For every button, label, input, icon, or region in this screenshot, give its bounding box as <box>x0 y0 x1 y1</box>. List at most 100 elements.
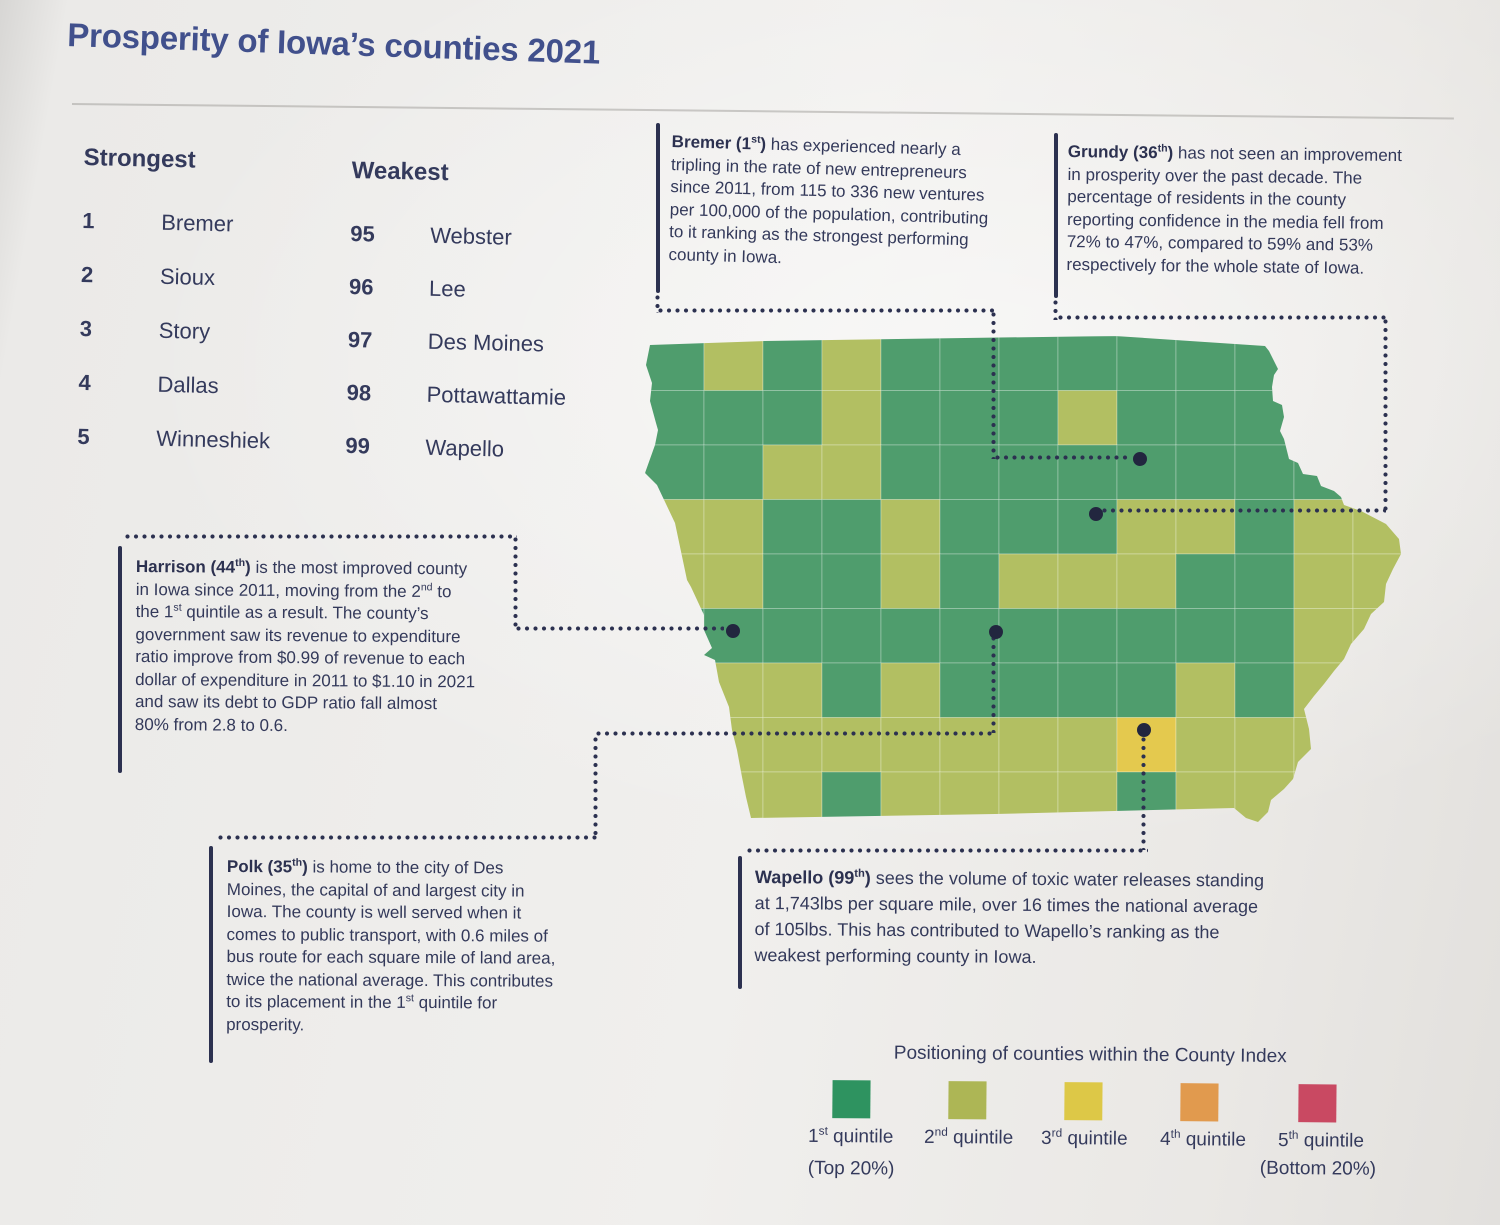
county-cell <box>703 717 764 773</box>
county-cell <box>703 662 764 718</box>
county-cell <box>821 444 882 500</box>
county-cell <box>762 553 823 609</box>
county-cell <box>1057 553 1118 609</box>
harrison-connector-line <box>516 626 724 631</box>
county-cell <box>998 444 1059 500</box>
harrison-county-dot <box>726 624 740 638</box>
county-cell <box>821 336 882 391</box>
bremer-connector-line <box>658 308 996 313</box>
grundy-county-dot <box>1089 507 1103 521</box>
county-cell <box>880 390 941 446</box>
harrison-callout-lead: Harrison (44th) <box>135 557 251 577</box>
county-cell <box>1234 444 1295 500</box>
list-item: 2 Sioux <box>81 262 274 292</box>
polk-callout-lead: Polk (35th) <box>226 856 308 877</box>
county-cell <box>645 390 705 446</box>
county-cell <box>939 553 1000 609</box>
legend-title: Positioning of counties within the Count… <box>893 1042 1287 1068</box>
wapello-county-dot <box>1137 723 1151 737</box>
county-cell <box>1175 662 1236 718</box>
county-name: Sioux <box>159 263 216 291</box>
county-cell <box>821 499 882 555</box>
county-cell <box>703 390 764 446</box>
county-cell <box>821 553 882 609</box>
rank-number: 98 <box>346 379 372 406</box>
wapello-connector-line <box>747 848 1148 853</box>
rank-number: 4 <box>78 369 92 396</box>
list-item: 4 Dallas <box>78 370 271 400</box>
county-cell <box>645 553 705 609</box>
list-item: 97 Des Moines <box>348 327 568 358</box>
county-cell <box>645 717 705 773</box>
county-cell <box>998 553 1059 609</box>
legend-label: 2nd quintile <box>923 1125 1014 1149</box>
wapello-callout: Wapello (99th) sees the volume of toxic … <box>754 864 1275 972</box>
county-cell <box>1116 444 1177 500</box>
county-grid <box>645 336 1401 822</box>
grundy-callout-body: has not seen an improvement in prosperit… <box>1066 143 1403 278</box>
county-name: Story <box>158 317 211 344</box>
county-cell <box>762 771 823 822</box>
list-item: 98 Pottawattamie <box>346 380 566 411</box>
list-item: 99 Wapello <box>345 433 565 464</box>
county-cell <box>762 336 823 391</box>
wapello-callout-lead: Wapello (99th) <box>754 866 871 888</box>
harrison-callout: Harrison (44th) is the most improved cou… <box>135 556 476 738</box>
county-cell <box>1175 608 1236 664</box>
county-cell <box>1116 608 1177 664</box>
county-cell <box>880 553 941 609</box>
harrison-callout-body: is the most improved county in Iowa sinc… <box>134 557 476 735</box>
county-cell <box>998 390 1059 446</box>
county-cell <box>1293 336 1354 391</box>
county-cell <box>645 444 705 500</box>
title-underline <box>71 103 1454 120</box>
county-cell <box>1175 553 1236 609</box>
legend-swatch-2nd-quintile <box>948 1081 987 1120</box>
grundy-connector-line <box>1058 315 1388 320</box>
county-cell <box>1057 336 1118 391</box>
legend-swatch-1st-quintile <box>832 1080 871 1119</box>
county-cell <box>939 717 1000 773</box>
county-cell <box>1234 336 1295 391</box>
rank-number: 95 <box>349 220 376 247</box>
county-cell <box>998 717 1059 773</box>
county-cell <box>1116 662 1177 718</box>
wapello-connector-line <box>1141 737 1146 850</box>
county-cell <box>1352 553 1401 609</box>
county-cell <box>1352 336 1401 391</box>
list-item: 95 Webster <box>350 221 570 252</box>
county-cell <box>1175 336 1236 391</box>
legend-label: 4th quintile <box>1159 1127 1247 1151</box>
county-cell <box>1293 444 1354 500</box>
polk-connector-line <box>596 731 996 736</box>
rank-number: 5 <box>77 423 90 450</box>
rank-number: 99 <box>345 432 371 459</box>
polk-connector-line <box>991 636 996 733</box>
county-cell <box>1293 553 1354 609</box>
county-cell <box>1352 662 1401 718</box>
harrison-connector-line <box>513 537 518 629</box>
county-name: Lee <box>428 275 467 302</box>
county-cell <box>645 662 705 718</box>
bremer-connector-line <box>655 295 660 313</box>
polk-county-dot <box>989 625 1003 639</box>
county-cell <box>1234 717 1295 773</box>
county-cell <box>703 336 764 391</box>
county-cell <box>1234 771 1295 822</box>
county-cell <box>880 771 941 822</box>
county-cell <box>645 608 705 664</box>
county-cell <box>998 499 1059 555</box>
county-cell <box>821 608 882 664</box>
county-cell <box>703 553 764 609</box>
county-name: Webster <box>429 222 513 250</box>
county-cell <box>1116 390 1177 446</box>
county-cell <box>880 499 941 555</box>
county-cell <box>821 771 882 822</box>
legend-swatch-3rd-quintile <box>1064 1082 1103 1121</box>
harrison-connector-line <box>125 534 517 539</box>
county-cell <box>880 336 941 391</box>
county-cell <box>821 390 882 446</box>
county-cell <box>939 771 1000 822</box>
county-cell <box>645 336 705 391</box>
